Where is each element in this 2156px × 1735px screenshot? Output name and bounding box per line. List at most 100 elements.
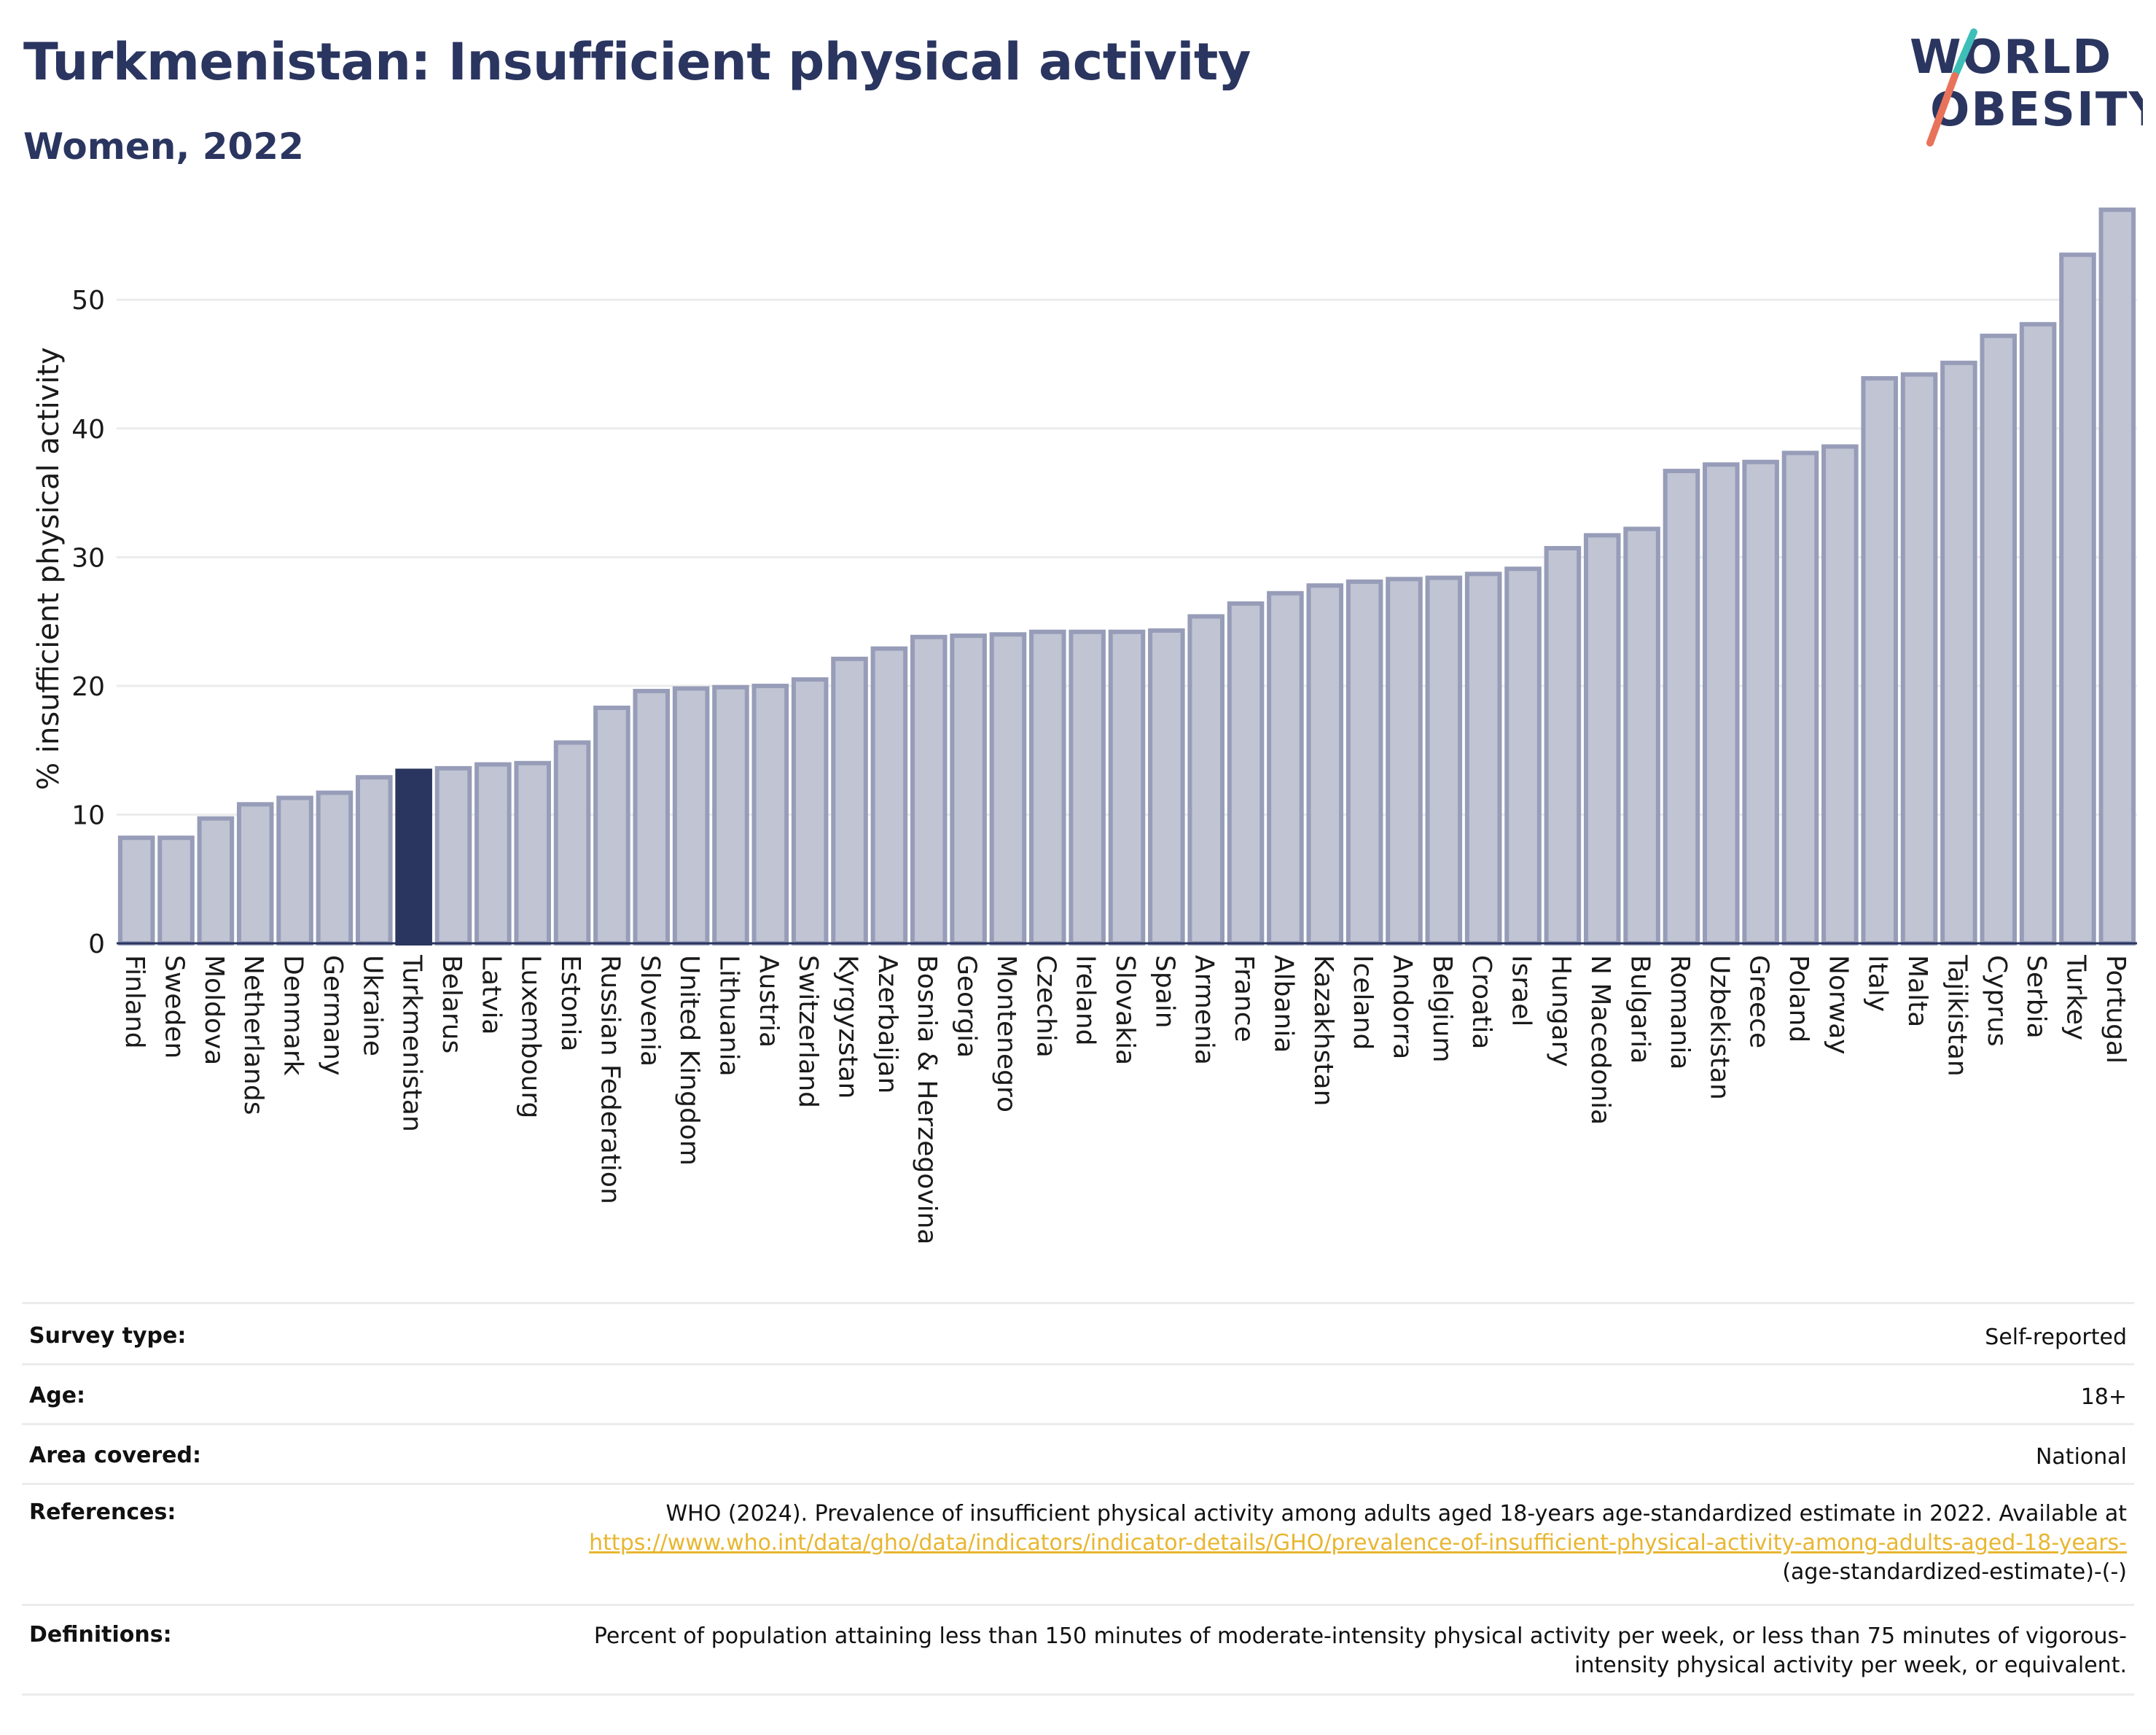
bar-russian-federation <box>593 705 630 946</box>
definitions-value: Percent of population attaining less tha… <box>593 1623 2127 1678</box>
x-tick-label: N Macedonia <box>1585 955 1615 1125</box>
x-tick-label: Russian Federation <box>595 955 625 1204</box>
x-tick-label: Ukraine <box>357 955 387 1056</box>
page-title: Turkmenistan: Insufficient physical acti… <box>23 32 1251 92</box>
bar-romania <box>1663 469 1700 946</box>
info-row-references: References: WHO (2024). Prevalence of in… <box>22 1483 2134 1604</box>
age-label: Age: <box>29 1383 86 1408</box>
bar-finland <box>117 835 155 946</box>
x-tick-label: Uzbekistan <box>1704 955 1734 1100</box>
bar-kyrgyzstan <box>831 656 868 946</box>
x-tick-label: France <box>1229 955 1259 1042</box>
bar-malta <box>1900 372 1938 946</box>
bar-cyprus <box>1980 333 2018 946</box>
logo-slash-teal-icon <box>1951 28 1977 79</box>
y-tick-label: 0 <box>88 929 105 959</box>
y-tick-label: 40 <box>71 415 105 445</box>
x-tick-label: Denmark <box>278 955 308 1076</box>
x-tick-label: Hungary <box>1546 955 1576 1067</box>
bar-belarus <box>434 765 472 946</box>
x-tick-label: Kyrgyzstan <box>833 955 863 1099</box>
x-tick-label: Slovakia <box>1110 955 1140 1065</box>
area-covered-value: National <box>2035 1444 2127 1470</box>
x-tick-label: Netherlands <box>238 955 268 1115</box>
x-tick-label: Switzerland <box>793 955 823 1108</box>
bar-turkmenistan <box>395 768 432 946</box>
bar-estonia <box>553 740 591 946</box>
bar-israel <box>1504 566 1542 946</box>
y-tick-label: 30 <box>71 543 105 573</box>
x-tick-label: Turkmenistan <box>397 954 427 1132</box>
x-tick-label: Tajikistan <box>1942 954 1972 1077</box>
x-tick-label: Austria <box>754 955 784 1048</box>
bar-belgium <box>1425 575 1463 946</box>
x-tick-label: Norway <box>1823 955 1853 1055</box>
info-row-definitions: Definitions: Percent of population attai… <box>22 1604 2134 1696</box>
bar-iceland <box>1345 579 1383 946</box>
bar-slovenia <box>633 688 671 946</box>
bar-france <box>1227 601 1265 946</box>
bar-lithuania <box>712 685 749 946</box>
world-obesity-logo: WORLD OBESITY <box>1910 28 2143 147</box>
x-tick-label: Azerbaijan <box>872 955 902 1093</box>
bar-azerbaijan <box>870 646 908 946</box>
x-tick-label: Serbia <box>2021 955 2051 1039</box>
definitions-label: Definitions: <box>29 1622 172 1648</box>
bar-croatia <box>1464 572 1502 946</box>
y-tick-label: 10 <box>71 800 105 830</box>
bar-czechia <box>1029 629 1066 946</box>
bar-uzbekistan <box>1703 462 1740 946</box>
bar-latvia <box>474 762 512 946</box>
x-tick-label: Greece <box>1744 955 1774 1048</box>
bar-norway <box>1821 444 1859 946</box>
references-value: WHO (2024). Prevalence of insufficient p… <box>552 1500 2127 1587</box>
bar-poland <box>1781 451 1819 946</box>
x-tick-label: Bulgaria <box>1625 955 1655 1064</box>
x-tick-label: Belgium <box>1427 955 1457 1063</box>
x-tick-label: Finland <box>120 955 149 1049</box>
logo-line-2: OBESITY <box>1930 83 2143 137</box>
y-axis-ticks: 0 10 20 30 40 50 <box>71 286 105 959</box>
references-suffix: (age-standardized-estimate)-(-) <box>1782 1559 2127 1585</box>
x-tick-label: Turkey <box>2061 954 2090 1040</box>
x-tick-label: Iceland <box>1348 955 1378 1050</box>
bar-hungary <box>1544 545 1582 946</box>
bar-montenegro <box>989 632 1027 946</box>
references-label: References: <box>29 1500 176 1525</box>
x-tick-label: Latvia <box>476 955 506 1035</box>
y-tick-label: 20 <box>71 672 105 702</box>
x-tick-label: Slovenia <box>635 955 665 1067</box>
bar-turkey <box>2059 252 2096 946</box>
y-tick-label: 50 <box>71 286 105 316</box>
x-tick-label: Portugal <box>2101 955 2130 1064</box>
age-value: 18+ <box>2080 1384 2127 1410</box>
references-link[interactable]: https://www.who.int/data/gho/data/indica… <box>589 1530 2127 1556</box>
bar-netherlands <box>236 802 274 946</box>
bar-kazakhstan <box>1306 583 1344 946</box>
bar-sweden <box>157 835 195 946</box>
x-tick-label: Czechia <box>1031 955 1061 1058</box>
bar-ukraine <box>356 775 393 946</box>
area-covered-label: Area covered: <box>29 1443 201 1468</box>
info-table: Survey type: Self-reported Age: 18+ Area… <box>22 1302 2134 1696</box>
bar-andorra <box>1386 577 1423 946</box>
bars <box>117 207 2136 946</box>
y-axis-label: % insufficient physical activity <box>32 347 66 790</box>
bar-luxembourg <box>514 760 551 946</box>
bar-spain <box>1148 628 1185 946</box>
x-tick-label: Germany <box>318 955 348 1075</box>
x-tick-label: Malta <box>1902 955 1932 1027</box>
x-tick-label: Croatia <box>1466 955 1496 1049</box>
bar-chart: 0 10 20 30 40 50 Finland Sweden Moldova Netherla… <box>32 207 2137 1244</box>
bar-austria <box>751 683 789 946</box>
bar-slovakia <box>1108 629 1146 946</box>
x-axis-ticks: Finland Sweden Moldova Netherlands Denmark Ge… <box>120 954 2130 1244</box>
survey-type-value: Self-reported <box>1985 1325 2127 1350</box>
bar-armenia <box>1187 614 1225 946</box>
bar-switzerland <box>791 677 829 946</box>
bar-bosnia-herzegovina <box>910 634 948 946</box>
x-tick-label: Bosnia & Herzegovina <box>912 955 942 1244</box>
bar-moldova <box>197 816 235 946</box>
x-tick-label: Poland <box>1784 955 1813 1042</box>
logo-slash-coral-icon <box>1926 72 1958 147</box>
